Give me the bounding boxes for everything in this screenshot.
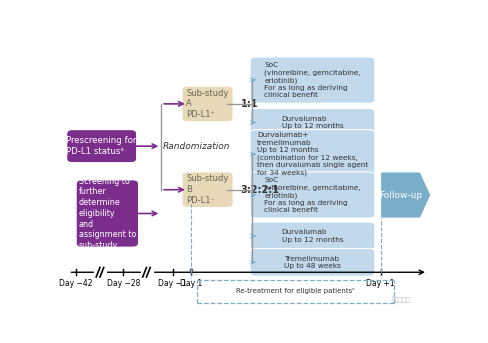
FancyBboxPatch shape <box>250 108 375 136</box>
Text: Durvalumab
Up to 12 months: Durvalumab Up to 12 months <box>282 229 344 243</box>
Text: Randomization: Randomization <box>163 142 231 151</box>
Text: Follow-up: Follow-up <box>379 190 422 200</box>
Text: Sub-study
A
PD-L1⁺: Sub-study A PD-L1⁺ <box>186 88 229 119</box>
FancyBboxPatch shape <box>250 57 375 103</box>
FancyBboxPatch shape <box>182 172 233 208</box>
FancyBboxPatch shape <box>250 222 375 250</box>
Text: Tremelimumab
Up to 48 weeks: Tremelimumab Up to 48 weeks <box>284 256 341 269</box>
Text: Re-treatment for eligible patientsᶜ: Re-treatment for eligible patientsᶜ <box>236 288 355 294</box>
Text: Day −28: Day −28 <box>107 279 140 288</box>
Text: Day −1: Day −1 <box>158 279 187 288</box>
Text: Sub-study
B
PD-L1⁻: Sub-study B PD-L1⁻ <box>186 175 229 205</box>
FancyBboxPatch shape <box>250 172 375 218</box>
Text: Durvalumab
Up to 12 months: Durvalumab Up to 12 months <box>282 116 344 129</box>
Text: Durvalumab+
tremelimumab
Up to 12 months
(combination for 12 weeks,
then durvalu: Durvalumab+ tremelimumab Up to 12 months… <box>257 132 368 176</box>
FancyBboxPatch shape <box>182 86 233 122</box>
Text: 3:2:2:1: 3:2:2:1 <box>241 185 280 195</box>
Text: SoC
(vinorelbine, gemcitabine,
erlotinib)
For as long as deriving
clinical benef: SoC (vinorelbine, gemcitabine, erlotinib… <box>264 62 361 98</box>
Text: SoC
(vinorelbine, gemcitabine,
erlotinib)
For as long as deriving
clinical benef: SoC (vinorelbine, gemcitabine, erlotinib… <box>264 177 361 213</box>
FancyBboxPatch shape <box>67 130 137 163</box>
FancyBboxPatch shape <box>250 130 375 178</box>
Text: Day 1: Day 1 <box>181 279 203 288</box>
FancyBboxPatch shape <box>76 180 139 247</box>
Text: Prescreening for
PD-L1 statusᵃ: Prescreening for PD-L1 statusᵃ <box>66 136 137 156</box>
Text: 凯莱卖药间: 凯莱卖药间 <box>392 297 411 303</box>
Text: Day +1: Day +1 <box>366 279 395 288</box>
FancyBboxPatch shape <box>250 248 375 276</box>
Text: 1:1: 1:1 <box>241 99 258 109</box>
Polygon shape <box>381 172 431 218</box>
Text: Day −42: Day −42 <box>60 279 93 288</box>
Text: Screening to
further
determine
eligibility
and
assignment to
sub-study: Screening to further determine eligibili… <box>79 177 136 250</box>
